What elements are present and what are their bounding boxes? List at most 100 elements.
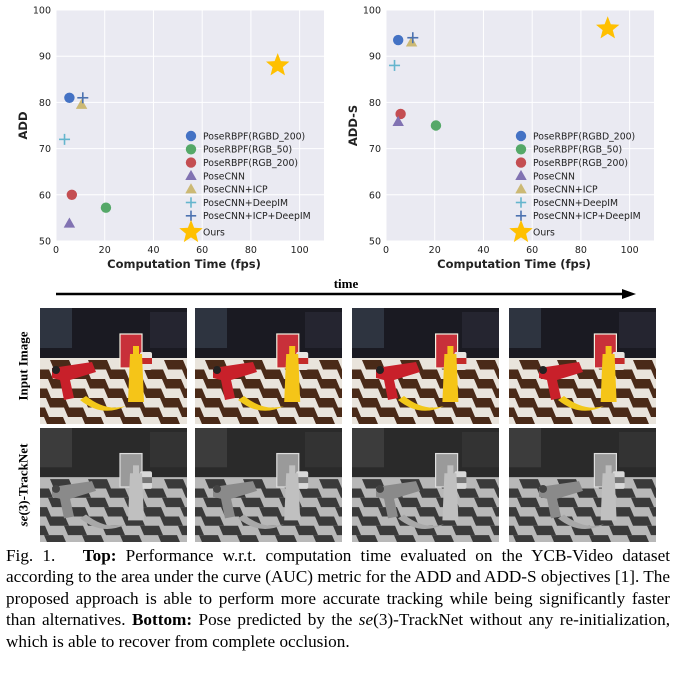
adds-legend-marker [515, 197, 527, 208]
mustard-cap [447, 346, 454, 355]
background-object [462, 431, 499, 468]
add-legend-label: Ours [203, 228, 225, 239]
background-object [150, 431, 187, 468]
adds-legend-label: PoseCNN+DeepIM [533, 198, 618, 209]
drill-chuck [376, 366, 384, 374]
adds-xtick-label: 0 [383, 245, 389, 256]
adds-legend-label: Ours [533, 228, 555, 239]
mustard-cap [133, 346, 139, 355]
checkerboard [352, 477, 499, 542]
background-object [352, 428, 384, 468]
add-xtick-label: 60 [196, 245, 208, 256]
top-text: Performance w.r.t. computation time eval… [6, 546, 670, 630]
adds-xtick-label: 80 [575, 245, 587, 256]
adds-legend-marker [515, 183, 527, 194]
banana [398, 514, 444, 530]
adds-ytick-label: 60 [369, 190, 381, 201]
adds-xtick-label: 100 [621, 245, 639, 256]
tracknet-frame-4 [509, 428, 656, 542]
add-xtick-label: 80 [245, 245, 257, 256]
background-object [352, 308, 384, 348]
bottom-label: Bottom: [131, 610, 193, 630]
drill-chuck [539, 366, 547, 374]
background-object [509, 428, 541, 468]
drill-chuck [213, 366, 221, 374]
add-point-poserbpf-rgb-200- [66, 189, 78, 200]
bottom-text-b: (3)-TrackNet without any re-initializati… [6, 610, 670, 651]
adds-legend-marker [515, 144, 527, 155]
adds-point-poserbpf-rgbd-200- [392, 34, 404, 46]
drill-chuck [376, 485, 384, 493]
soup-can-label [454, 358, 467, 364]
checkerboard [352, 358, 499, 424]
add-point-posecnn-icp-deepim [77, 92, 89, 104]
add-legend-marker [185, 157, 197, 168]
drill-chuck [52, 366, 60, 374]
time-arrow-icon [56, 289, 636, 299]
tracknet-frame-1 [40, 428, 187, 542]
power-drill [376, 362, 420, 400]
add-point-poserbpf-rgbd-200- [64, 92, 75, 103]
add-ytick-label: 60 [39, 190, 51, 201]
checkerboard [509, 358, 656, 424]
input-image-label: Input Image [15, 331, 30, 401]
soup-can-label [296, 477, 309, 484]
top-label: Top: [82, 546, 117, 565]
time-axis: time [56, 276, 636, 302]
mustard-bottle [128, 473, 144, 521]
adds-ytick-label: 50 [369, 237, 381, 248]
add-ytick-label: 70 [39, 144, 51, 155]
adds-legend-marker [515, 130, 527, 142]
background-object [305, 312, 342, 348]
mustard-cap [133, 465, 139, 475]
adds-point-poserbpf-rgb-200- [395, 108, 406, 120]
banana [238, 396, 284, 411]
banana [80, 514, 126, 530]
background-object [509, 308, 541, 348]
add-legend-marker [185, 197, 197, 208]
power-drill [539, 362, 583, 400]
add-legend-label: PoseRBPF(RGB_50) [203, 145, 292, 156]
adds-ytick-label: 80 [369, 98, 381, 109]
input-image-frame-3 [352, 308, 499, 424]
soup-can-label [612, 477, 625, 484]
adds-point-poserbpf-rgb-50- [430, 120, 442, 131]
mustard-bottle [284, 473, 301, 521]
add-xtick-label: 40 [147, 245, 159, 256]
add-legend-label: PoseRBPF(RGB_200) [203, 158, 298, 169]
checkerboard [509, 477, 656, 542]
add-legend-marker [185, 183, 197, 194]
adds-y-axis-label: ADD-S [346, 105, 360, 146]
tracknet-label: se(3)-TrackNet [15, 443, 31, 527]
add-x-axis-label: Computation Time (fps) [107, 257, 261, 271]
adds-legend-label: PoseCNN [533, 171, 575, 182]
banana [80, 396, 126, 411]
mustard-cap [447, 465, 454, 475]
power-drill [213, 362, 257, 400]
mustard-bottle [128, 354, 144, 402]
background-object [619, 431, 656, 468]
power-drill [52, 481, 96, 519]
soup-can-label [140, 358, 152, 364]
background-object [40, 428, 72, 468]
add-legend-marker [185, 169, 197, 181]
mustard-cap [289, 346, 296, 355]
add-legend-marker [185, 210, 197, 221]
adds-ytick-label: 90 [369, 52, 381, 63]
adds-x-axis-label: Computation Time (fps) [437, 257, 591, 271]
add-point-ours [266, 53, 290, 76]
adds-point-posecnn-icp-deepim [407, 32, 419, 44]
background-object [195, 308, 227, 348]
add-legend-label: PoseCNN+ICP [203, 185, 268, 196]
background-object [619, 312, 656, 348]
drill-chuck [52, 485, 60, 493]
add-xtick-label: 100 [291, 245, 309, 256]
mustard-bottle [442, 473, 459, 521]
add-legend-label: PoseCNN+DeepIM [203, 198, 288, 209]
adds-legend-marker [509, 219, 533, 243]
adds-xtick-label: 40 [477, 245, 489, 256]
row-label-input: Input Image [12, 308, 34, 424]
add-legend-label: PoseCNN+ICP+DeepIM [203, 211, 311, 222]
adds-legend-label: PoseCNN+ICP [533, 185, 598, 196]
add-legend-marker [185, 130, 197, 142]
